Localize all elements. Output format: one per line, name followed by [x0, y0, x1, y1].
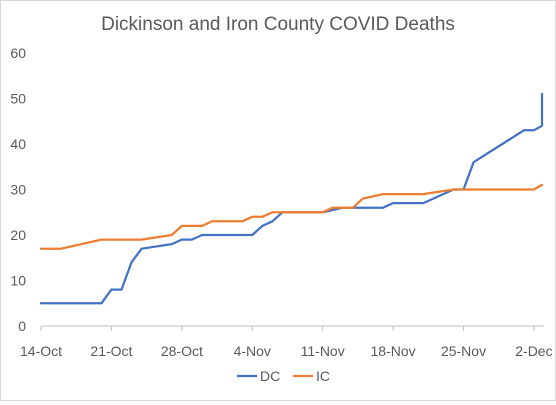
x-tick-label: 25-Nov — [441, 343, 486, 359]
y-tick-label: 30 — [10, 182, 26, 198]
x-tick-label: 4-Nov — [234, 343, 271, 359]
y-tick-label: 60 — [10, 45, 26, 61]
legend: DC IC — [237, 368, 330, 384]
y-tick-label: 20 — [10, 227, 26, 243]
x-tick-label: 21-Oct — [90, 343, 132, 359]
legend-label-ic: IC — [316, 368, 330, 384]
y-axis-ticks: 0 10 20 30 40 50 60 — [10, 45, 26, 334]
x-tick-label: 2-Dec — [515, 343, 552, 359]
chart-title: Dickinson and Iron County COVID Deaths — [101, 14, 455, 35]
legend-label-dc: DC — [260, 368, 280, 384]
x-tick-label: 28-Oct — [161, 343, 203, 359]
y-tick-label: 50 — [10, 91, 26, 107]
x-tick-label: 14-Oct — [20, 343, 62, 359]
y-tick-label: 10 — [10, 273, 26, 289]
x-tick-label: 11-Nov — [301, 343, 345, 359]
y-tick-label: 0 — [18, 318, 26, 334]
x-axis: 14-Oct 21-Oct 28-Oct 4-Nov 11-Nov 18-Nov 25-No… — [20, 325, 553, 359]
series-line-dc — [39, 92, 544, 305]
x-tick-label: 18-Nov — [371, 343, 416, 359]
series-line-ic — [39, 183, 544, 250]
y-tick-label: 40 — [10, 136, 26, 152]
series-lines — [39, 92, 544, 305]
